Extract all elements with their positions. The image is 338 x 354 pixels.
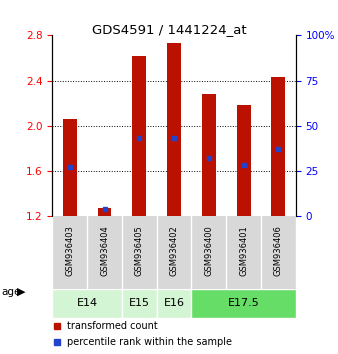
Text: E16: E16 <box>164 298 185 308</box>
Bar <box>98 208 112 216</box>
Text: ▶: ▶ <box>17 287 25 297</box>
Bar <box>52 289 122 318</box>
Text: GSM936403: GSM936403 <box>65 225 74 276</box>
Text: GSM936405: GSM936405 <box>135 225 144 276</box>
Text: GSM936400: GSM936400 <box>204 225 213 276</box>
Bar <box>122 289 157 318</box>
Text: E15: E15 <box>129 298 150 308</box>
Text: E17.5: E17.5 <box>228 298 260 308</box>
Bar <box>132 56 146 216</box>
Text: age: age <box>2 287 21 297</box>
Bar <box>271 77 285 216</box>
Text: E14: E14 <box>77 298 98 308</box>
Text: GSM936406: GSM936406 <box>274 225 283 276</box>
Bar <box>157 289 191 318</box>
Bar <box>237 105 250 216</box>
Text: GSM936402: GSM936402 <box>170 225 178 276</box>
Text: GDS4591 / 1441224_at: GDS4591 / 1441224_at <box>92 23 246 36</box>
Text: GSM936401: GSM936401 <box>239 225 248 276</box>
Bar <box>191 289 296 318</box>
Bar <box>202 94 216 216</box>
Text: GSM936404: GSM936404 <box>100 225 109 276</box>
Text: transformed count: transformed count <box>67 321 158 331</box>
Text: percentile rank within the sample: percentile rank within the sample <box>67 337 232 347</box>
Bar <box>63 119 77 216</box>
Bar <box>167 43 181 216</box>
